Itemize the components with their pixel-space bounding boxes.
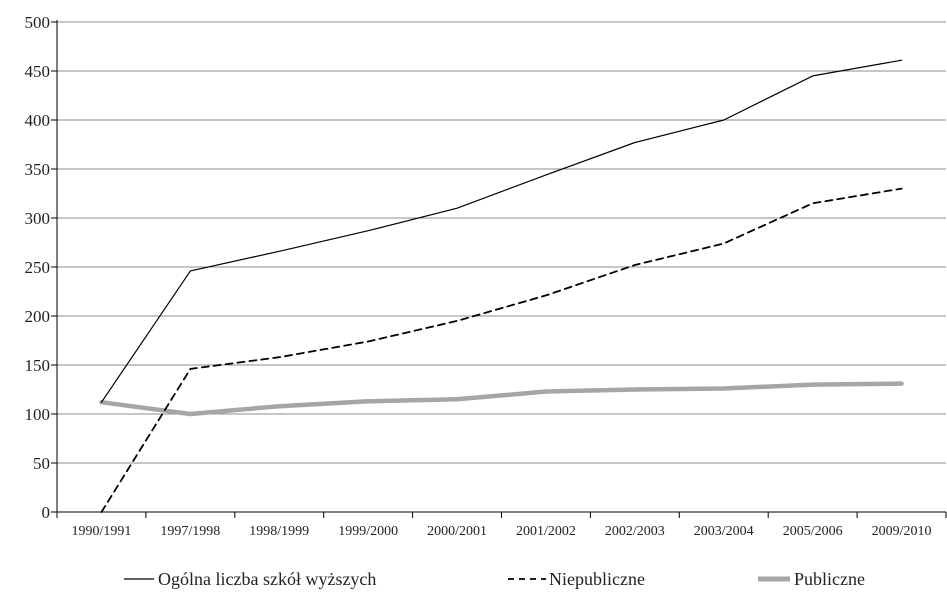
legend-label-total: Ogólna liczba szkół wyższych (158, 569, 376, 589)
y-tick-label: 500 (25, 13, 51, 32)
x-tick-label: 2005/2006 (783, 524, 843, 539)
legend: Ogólna liczba szkół wyższych Niepubliczn… (124, 569, 865, 589)
y-tick-label: 250 (25, 258, 51, 277)
x-tick-label: 2001/2002 (516, 524, 576, 539)
series-line-1 (100, 187, 903, 513)
x-axis-tick-labels: 1990/1991 1997/1998 1998/1999 1999/2000 2000… (56, 512, 947, 539)
y-axis-tick-labels: 0 50 100 150 200 250 300 350 400 450 500 (25, 13, 57, 522)
series-lines (99, 59, 904, 513)
y-tick-label: 300 (25, 209, 51, 228)
legend-item-niepubliczne: Niepubliczne (508, 569, 645, 589)
x-tick-label: 2009/2010 (872, 524, 932, 539)
legend-label-publiczne: Publiczne (794, 569, 865, 589)
x-tick-label: 2000/2001 (427, 524, 487, 539)
y-tick-label: 0 (42, 503, 51, 522)
x-tick-label: 2003/2004 (694, 524, 754, 539)
x-tick-label: 1998/1999 (249, 524, 309, 539)
x-tick-label: 1997/1998 (160, 524, 220, 539)
x-tick-label: 2002/2003 (605, 524, 665, 539)
y-tick-label: 450 (25, 62, 51, 81)
axes (56, 20, 946, 513)
legend-item-total: Ogólna liczba szkół wyższych (124, 569, 376, 589)
y-tick-label: 400 (25, 111, 51, 130)
y-tick-label: 200 (25, 307, 51, 326)
y-tick-label: 350 (25, 160, 51, 179)
legend-item-publiczne: Publiczne (758, 569, 865, 589)
y-tick-label: 100 (25, 405, 51, 424)
x-tick-label: 1990/1991 (72, 524, 132, 539)
series-line-0 (100, 59, 903, 403)
legend-label-niepubliczne: Niepubliczne (549, 569, 645, 589)
x-tick-label: 1999/2000 (338, 524, 398, 539)
y-tick-label: 150 (25, 356, 51, 375)
y-tick-label: 50 (33, 454, 50, 473)
series-line-2 (99, 381, 904, 417)
